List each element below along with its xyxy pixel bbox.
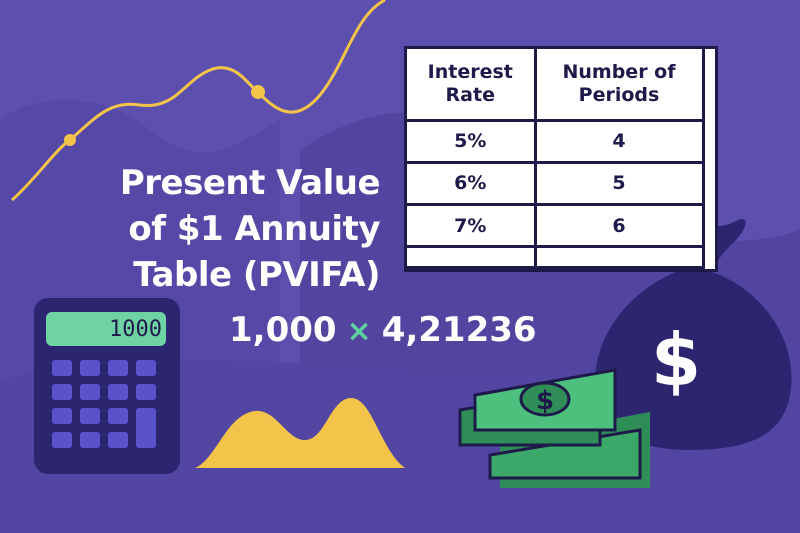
multiply-icon: × <box>346 314 372 349</box>
cash-dollar-sign: $ <box>536 386 554 416</box>
cell-periods: 6 <box>533 203 705 249</box>
title-line-2: of $1 Annuity <box>128 209 380 249</box>
formula-principal: 1,000 <box>229 310 337 350</box>
pvifa-table: Interest Rate Number of Periods 5% 4 6% 5 … <box>404 46 718 272</box>
cell-rate: 6% <box>407 160 537 207</box>
table-row: 6% 5 <box>407 160 705 207</box>
cell-rate: 5% <box>407 118 537 164</box>
money-bag-dollar-sign: $ <box>651 318 701 402</box>
header-interest-rate: Interest Rate <box>407 49 537 122</box>
cash-stack-icon <box>458 368 650 488</box>
page-title: Present Value of $1 Annuity Table (PVIFA… <box>80 160 381 298</box>
title-line-1: Present Value <box>119 163 381 203</box>
table-header-row: Interest Rate Number of Periods <box>407 49 705 122</box>
cell-rate: 7% <box>407 203 537 249</box>
table-row: 5% 4 <box>407 118 705 164</box>
title-line-3: Table (PVIFA) <box>133 255 380 295</box>
header-number-of-periods: Number of Periods <box>533 49 705 122</box>
table-row: 7% 6 <box>407 203 705 249</box>
calculator-display: 1000 <box>109 317 162 342</box>
mountain-shape <box>195 397 405 468</box>
cell-periods: 4 <box>533 118 705 164</box>
trend-point-1 <box>64 134 76 146</box>
trend-point-2 <box>251 85 265 99</box>
calculation-formula: 1,000 × 4,21236 <box>229 310 537 350</box>
calculator-icon <box>34 298 180 474</box>
formula-factor: 4,21236 <box>381 310 537 350</box>
cell-periods: 5 <box>533 160 705 207</box>
table-row-empty <box>407 245 705 269</box>
